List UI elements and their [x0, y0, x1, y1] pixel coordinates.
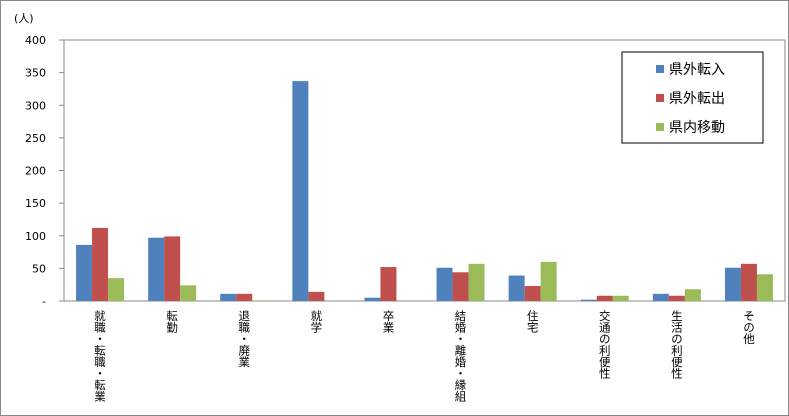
bar — [756, 274, 773, 301]
bar — [252, 300, 269, 301]
x-tick-label: 就学 — [309, 309, 323, 333]
bar — [76, 244, 93, 301]
x-tick-label: 転勤 — [165, 310, 179, 334]
x-tick-label: その他 — [742, 310, 756, 345]
bar — [108, 278, 125, 301]
x-tick-label: 交通の利便性 — [598, 309, 612, 380]
legend-label: 県外転入 — [669, 62, 725, 78]
legend-box — [621, 51, 764, 144]
bar — [148, 237, 165, 301]
x-tick-label: 生活の利便性 — [670, 309, 684, 380]
legend-swatch — [656, 65, 664, 73]
bar — [668, 295, 685, 301]
bar — [236, 293, 253, 301]
bar — [164, 236, 181, 301]
bar — [452, 272, 469, 301]
y-axis-unit: (人) — [14, 12, 34, 25]
y-tick-label: 100 — [25, 230, 46, 243]
bar — [364, 297, 381, 301]
bar — [724, 267, 741, 301]
bar — [740, 263, 757, 301]
bar — [580, 299, 597, 301]
y-tick-label: - — [42, 295, 46, 308]
bar — [180, 285, 197, 301]
x-tick-label: 住宅 — [526, 309, 540, 333]
y-tick-label: 350 — [25, 67, 46, 80]
legend-swatch — [656, 94, 664, 102]
bar — [92, 227, 109, 301]
bar — [468, 263, 485, 301]
bar — [380, 267, 397, 301]
bar — [684, 289, 701, 301]
bar — [220, 293, 237, 301]
y-tick-label: 300 — [25, 99, 46, 112]
legend-swatch — [656, 123, 664, 131]
bar — [292, 81, 309, 301]
y-tick-label: 400 — [25, 34, 46, 47]
y-tick-label: 50 — [32, 262, 46, 275]
bar — [508, 275, 525, 301]
bar — [436, 267, 453, 301]
bar — [596, 295, 613, 301]
bar — [612, 295, 629, 301]
bar — [524, 285, 541, 301]
bar — [540, 261, 557, 301]
bar — [308, 291, 325, 301]
x-tick-label: 結婚・離婚・縁組 — [454, 309, 468, 402]
legend-label: 県外転出 — [669, 91, 725, 107]
x-tick-label: 退職・廃業 — [237, 310, 251, 368]
bar — [652, 293, 669, 301]
y-tick-label: 150 — [25, 197, 46, 210]
x-tick-label: 就職・転職・転業 — [93, 309, 107, 402]
x-tick-label: 卒業 — [381, 309, 395, 333]
y-tick-label: 200 — [25, 165, 46, 178]
y-tick-label: 250 — [25, 132, 46, 145]
legend-label: 県内移動 — [669, 120, 725, 136]
